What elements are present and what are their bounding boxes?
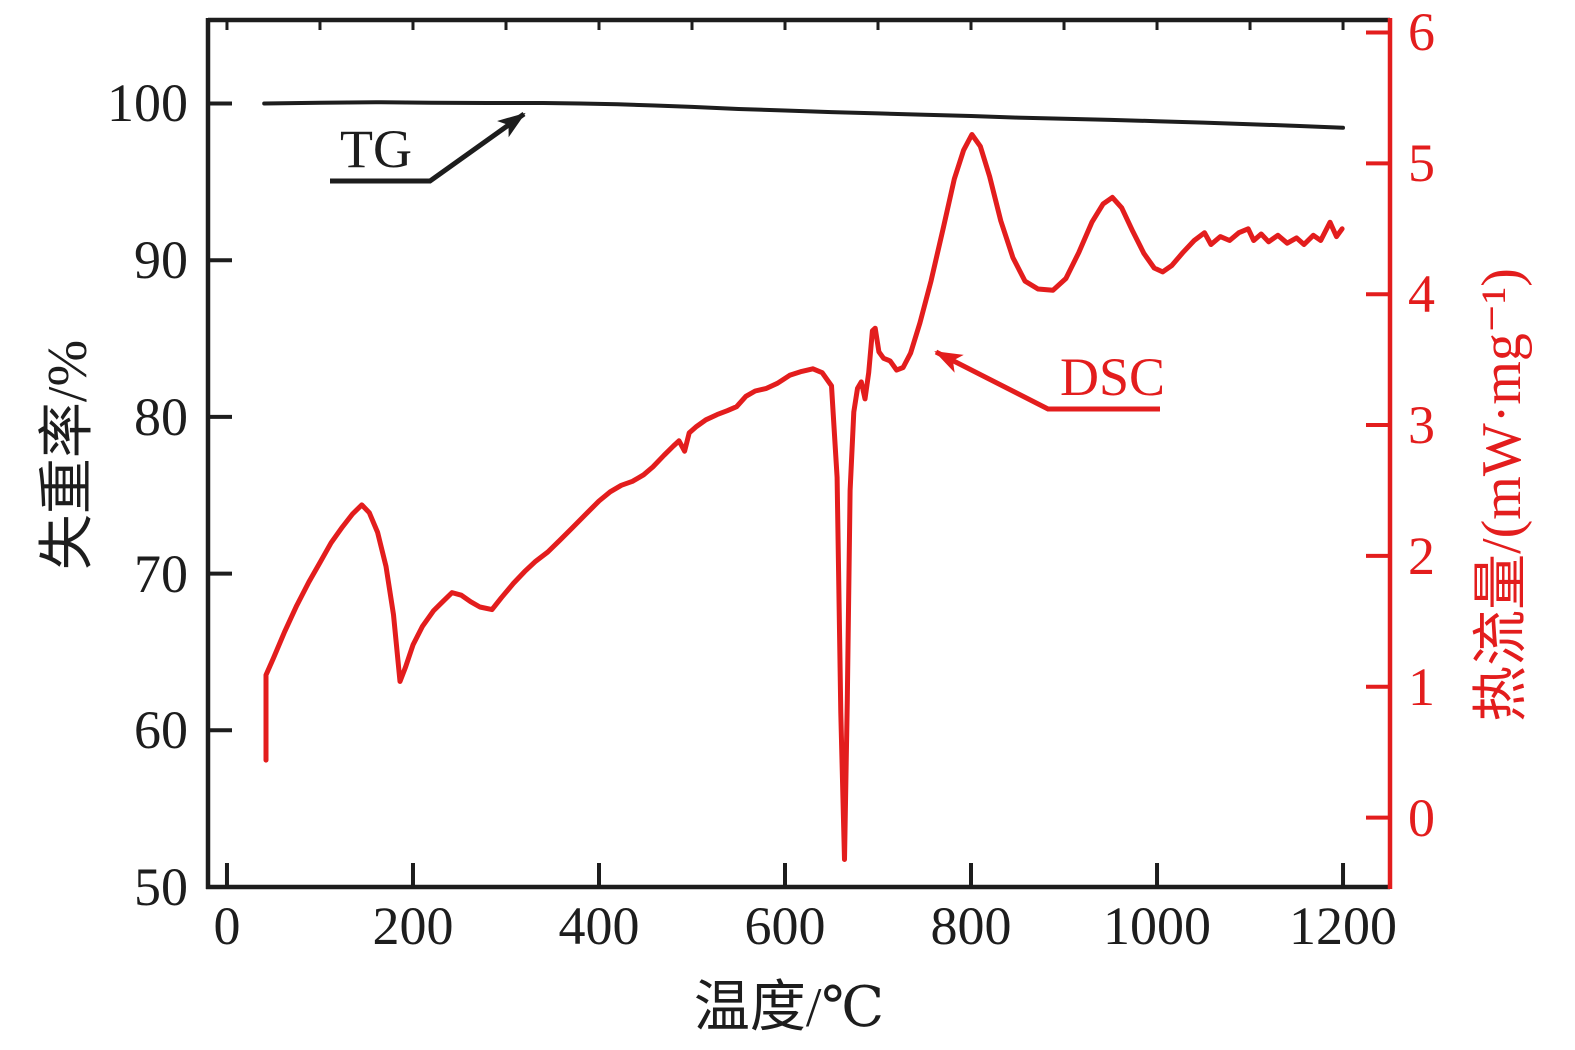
y-right-axis-title: 热流量/(mW·mg⁻¹) [1471,268,1533,722]
x-tick-label: 800 [930,896,1012,956]
y-left-tick-label: 60 [134,700,188,761]
tg-curve-label: TG [340,119,412,179]
y-left-axis-title: 失重率/% [37,339,99,571]
x-tick-label: 1000 [1103,896,1212,956]
axis-ticks [208,22,1390,889]
tg-curve [262,100,1345,130]
y-right-tick-label: 4 [1408,264,1435,325]
y-right-tick-label: 6 [1408,2,1435,63]
y-right-tick-label: 2 [1408,525,1435,586]
x-tick-label: 0 [213,896,241,956]
dsc-callout-arrow [934,349,1160,412]
x-tick-label: 600 [744,896,826,956]
x-tick-label: 400 [558,896,640,956]
x-tick-label: 1200 [1289,896,1398,956]
x-tick-label: 200 [372,896,454,956]
y-left-tick-label: 100 [107,73,188,134]
y-right-tick-label: 5 [1408,133,1435,194]
y-right-tick-label: 3 [1408,395,1435,456]
data-curves [262,100,1345,862]
y-right-tick-label: 0 [1408,787,1435,848]
dsc-curve-label: DSC [1060,347,1166,407]
tg-callout-arrow [330,111,526,184]
y-left-tick-label: 50 [134,857,188,917]
y-left-tick-label: 80 [134,386,188,447]
dsc-curve [263,132,1345,862]
x-axis-title: 温度/℃ [693,977,885,1039]
y-right-tick-label: 1 [1408,656,1435,717]
annotation-arrows [330,111,1160,412]
y-left-tick-label: 70 [134,543,188,604]
y-left-tick-label: 90 [134,230,188,291]
